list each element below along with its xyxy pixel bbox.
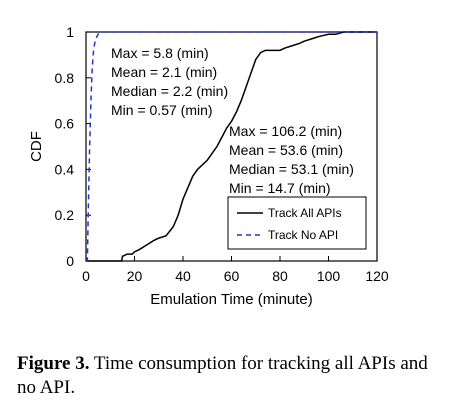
series-line-track-all-apis xyxy=(86,31,377,262)
caption-text: Time consumption for tracking all APIs a… xyxy=(17,353,428,398)
y-tick-label: 0 xyxy=(66,253,74,269)
figure-caption: Figure 3. Time consumption for tracking … xyxy=(17,352,437,400)
y-tick-label: 0.4 xyxy=(55,161,75,177)
annotation-line: Max = 5.8 (min) xyxy=(111,45,209,61)
annotation-line: Min = 0.57 (min) xyxy=(111,102,213,118)
annotation-line: Mean = 53.6 (min) xyxy=(229,142,343,158)
legend-box xyxy=(227,196,367,250)
annotation-no-api: Max = 5.8 (min) Mean = 2.1 (min) Median = … xyxy=(111,45,228,118)
x-tick-label: 80 xyxy=(272,268,288,284)
y-tick-label: 0.6 xyxy=(55,116,75,132)
x-tick-label: 20 xyxy=(127,268,143,284)
legend: Track All APIs Track No API xyxy=(227,196,367,250)
x-axis-label: Emulation Time (minute) xyxy=(150,291,313,308)
annotation-line: Max = 106.2 (min) xyxy=(229,123,342,139)
x-tick-label: 120 xyxy=(365,268,389,284)
y-tick-label: 0.2 xyxy=(55,207,75,223)
cdf-chart: 0 20 40 60 80 100 120 0 0.2 0.4 0.6 0.8 1 Emulation T… xyxy=(28,24,389,308)
legend-entry: Track All APIs xyxy=(268,206,342,220)
y-tick-label: 1 xyxy=(66,24,74,40)
caption-label: Figure 3. xyxy=(17,353,90,374)
y-axis-label: CDF xyxy=(28,131,45,162)
x-tick-label: 0 xyxy=(82,268,90,284)
x-tick-label: 60 xyxy=(224,268,240,284)
y-tick-label: 0.8 xyxy=(55,70,75,86)
x-tick-label: 100 xyxy=(317,268,341,284)
series-line-track-no-api xyxy=(86,31,377,262)
x-tick-label: 40 xyxy=(175,268,191,284)
annotation-all-apis: Max = 106.2 (min) Mean = 53.6 (min) Median… xyxy=(229,123,354,196)
annotation-line: Median = 53.1 (min) xyxy=(229,161,354,177)
annotation-line: Median = 2.2 (min) xyxy=(111,83,228,99)
legend-entry: Track No API xyxy=(268,228,338,242)
annotation-line: Min = 14.7 (min) xyxy=(229,180,331,196)
annotation-line: Mean = 2.1 (min) xyxy=(111,64,217,80)
plot-area: 0 20 40 60 80 100 120 0 0.2 0.4 0.6 0.8 1 Emulation T… xyxy=(28,24,389,308)
